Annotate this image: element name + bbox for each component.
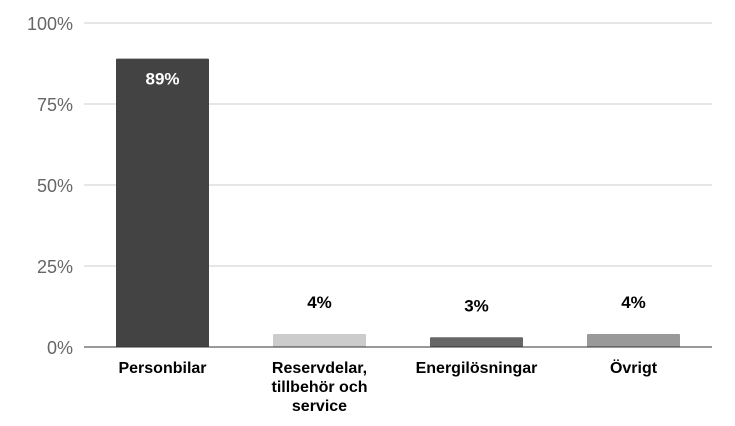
y-tick-label: 25% — [37, 257, 73, 277]
y-tick-label: 50% — [37, 176, 73, 196]
bar — [587, 334, 680, 347]
data-label: 89% — [145, 70, 179, 89]
x-tick-label-line: Övrigt — [610, 358, 658, 377]
x-tick-label: Reservdelar, tillbehör och service — [272, 360, 368, 415]
x-tick-label-line: Reservdelar, — [272, 360, 367, 377]
x-tick-label: Övrigt — [610, 358, 658, 377]
y-tick-label: 75% — [37, 95, 73, 115]
x-tick-label-line: service — [292, 398, 347, 415]
x-tick-label-line: tillbehör och — [272, 379, 368, 396]
x-tick-label: Personbilar — [118, 360, 206, 377]
bars — [116, 58, 680, 347]
x-tick-label: Energilösningar — [416, 360, 538, 377]
x-axis: Personbilar Reservdelar, tillbehör och serv… — [118, 358, 657, 415]
bar — [116, 58, 209, 347]
y-tick-label: 100% — [27, 14, 73, 34]
data-labels: 89% 4% 3% 4% — [145, 70, 645, 316]
data-label: 4% — [621, 293, 646, 312]
y-axis: 0% 25% 50% 75% 100% — [27, 14, 73, 358]
x-tick-label-line: Energilösningar — [416, 360, 538, 377]
data-label: 3% — [464, 296, 489, 315]
bar — [273, 334, 366, 347]
x-tick-label-line: Personbilar — [118, 360, 206, 377]
bar — [430, 337, 523, 347]
data-label: 4% — [307, 293, 332, 312]
y-tick-label: 0% — [47, 338, 73, 358]
